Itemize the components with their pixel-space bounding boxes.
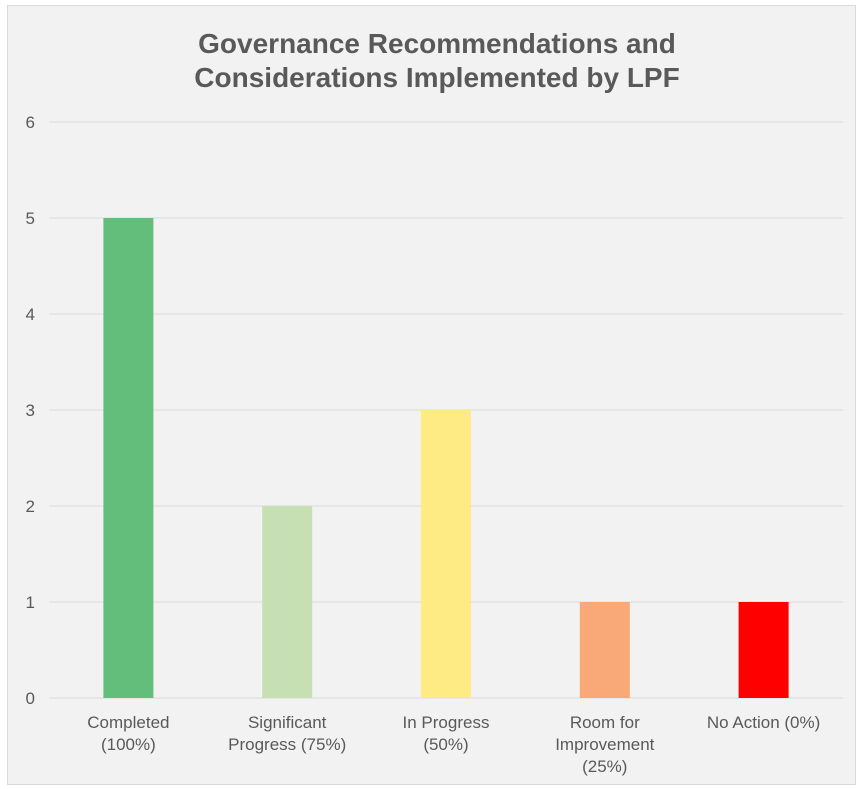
y-tick-label: 6 [26, 113, 35, 132]
bar [421, 410, 471, 698]
chart-area: Governance Recommendations and Considerat… [7, 5, 856, 785]
bar-chart: Governance Recommendations andConsiderat… [26, 28, 843, 776]
y-tick-label: 2 [26, 497, 35, 516]
bar [103, 218, 154, 698]
x-category-label: Room for [570, 713, 640, 732]
y-axis-tick-labels: 0 1 2 3 4 5 6 [26, 113, 35, 708]
x-category-label: No Action (0%) [707, 713, 820, 732]
y-tick-label: 3 [26, 401, 35, 420]
bar [579, 602, 630, 698]
y-tick-label: 5 [26, 209, 35, 228]
x-category-label: (50%) [423, 735, 468, 754]
x-axis-category-labels: Completed (100%) Significant Progress (75%)… [87, 713, 820, 776]
y-tick-label: 1 [26, 593, 35, 612]
bars [103, 218, 789, 698]
x-category-label: In Progress [403, 713, 490, 732]
y-tick-label: 4 [26, 305, 35, 324]
bar [262, 506, 313, 698]
x-category-label: Improvement [555, 735, 654, 754]
chart-title: Governance Recommendations andConsiderat… [194, 28, 679, 93]
chart-title-line: Governance Recommendations and [198, 28, 676, 59]
x-category-label: (100%) [101, 735, 156, 754]
x-category-label: Significant [248, 713, 327, 732]
chart-title-line: Considerations Implemented by LPF [194, 62, 679, 93]
y-tick-label: 0 [26, 689, 35, 708]
x-category-label: (25%) [582, 757, 627, 776]
x-category-label: Completed [87, 713, 169, 732]
bar [738, 602, 789, 698]
x-category-label: Progress (75%) [228, 735, 346, 754]
